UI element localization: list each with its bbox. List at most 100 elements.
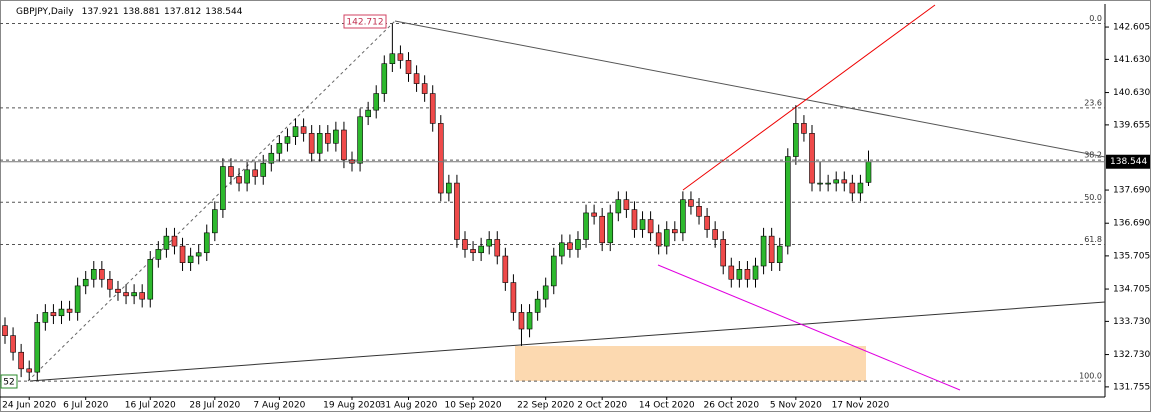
y-tick-label: 140.630 — [1113, 88, 1150, 98]
candle-body — [615, 199, 622, 214]
candle-body — [276, 142, 283, 154]
corner-box — [0, 374, 18, 389]
candle-body — [841, 179, 848, 184]
y-tick-label: 141.630 — [1113, 55, 1150, 65]
candle-body — [817, 182, 823, 185]
trend-line — [657, 264, 961, 391]
candle-body — [663, 229, 670, 247]
fib-label: 50.0 — [1084, 193, 1102, 202]
candle-body — [212, 209, 218, 234]
candle-body — [712, 229, 718, 240]
high: 138.881 — [123, 7, 160, 17]
candle-body — [82, 278, 89, 287]
fib-label: 100.0 — [1079, 372, 1102, 381]
candle-body — [526, 312, 533, 330]
y-tick-label: 136.690 — [1113, 219, 1150, 229]
candle-body — [655, 232, 662, 247]
price-label: 138.544 — [1110, 157, 1147, 167]
candle-body — [801, 123, 807, 134]
candle-body — [736, 269, 743, 280]
candle-body — [300, 126, 307, 134]
candle-body — [373, 93, 380, 111]
x-tick-label: 14 Oct 2020 — [639, 401, 695, 411]
x-tick-label: 19 Aug 2020 — [323, 401, 381, 411]
candle-body — [107, 278, 113, 290]
x-tick-label: 5 Nov 2020 — [770, 401, 822, 411]
candle-body — [42, 312, 49, 323]
candle-body — [324, 133, 331, 144]
x-tick-label: 24 Jun 2020 — [2, 401, 56, 411]
trend-line — [682, 4, 936, 191]
candle-body — [809, 133, 815, 184]
candles — [2, 23, 872, 381]
candle-body — [139, 292, 145, 300]
candle-body — [591, 212, 597, 217]
candle-body — [696, 206, 702, 217]
candle-body — [131, 292, 137, 297]
y-tick-label: 142.605 — [1113, 23, 1150, 33]
candle-body — [583, 212, 589, 240]
candle-body — [744, 269, 751, 280]
candle-body — [421, 83, 428, 94]
x-tick-label: 26 Oct 2020 — [703, 401, 759, 411]
candle-body — [155, 249, 162, 260]
candle-body — [502, 255, 509, 283]
candle-body — [704, 215, 710, 230]
candle-body — [437, 123, 444, 194]
header: GBPJPY,Daily 137.921 138.881 137.812 138.544 — [16, 7, 243, 17]
candle-body — [599, 215, 605, 244]
candle-body — [195, 252, 202, 257]
candle-body — [187, 255, 194, 263]
candle-body — [833, 179, 840, 184]
candle-body — [397, 53, 404, 61]
candle-body — [647, 219, 654, 234]
candle-body — [268, 152, 275, 164]
symbol: GBPJPY,Daily — [16, 7, 74, 17]
candle-body — [454, 182, 460, 240]
candle-body — [672, 229, 678, 234]
candle-body — [631, 209, 638, 230]
candle-body — [90, 269, 97, 280]
candle-body — [179, 245, 186, 263]
candle-body — [123, 292, 129, 297]
candle-body — [115, 288, 121, 293]
candle-body — [462, 239, 468, 250]
candle-body — [389, 53, 396, 64]
candle-body — [365, 109, 371, 118]
x-tick-label: 17 Nov 2020 — [832, 401, 890, 411]
candle-body — [470, 249, 476, 254]
candle-body — [728, 265, 735, 280]
candle-body — [252, 169, 258, 177]
candle-body — [494, 239, 501, 257]
candle-body — [413, 73, 420, 84]
fib-label: 23.6 — [1084, 98, 1102, 107]
candle-body — [10, 335, 16, 353]
fib-label: 0.0 — [1089, 14, 1102, 23]
candle-body — [228, 166, 234, 177]
candle-body — [357, 116, 363, 164]
candle-body — [74, 285, 81, 313]
candle-body — [260, 162, 267, 177]
candle-body — [680, 199, 686, 234]
x-tick-label: 22 Sep 2020 — [517, 401, 574, 411]
candle-body — [99, 269, 105, 280]
y-tick-label: 137.690 — [1113, 186, 1150, 196]
trend-line — [29, 301, 1106, 382]
candle-body — [147, 259, 154, 300]
candle-body — [607, 212, 614, 244]
candle-body — [381, 63, 388, 94]
candle-body — [18, 351, 24, 370]
x-tick-label: 31 Aug 2020 — [380, 401, 438, 411]
candle-body — [163, 235, 170, 250]
candle-body — [341, 129, 347, 161]
open: 137.921 — [82, 7, 119, 17]
candle-body — [575, 239, 581, 250]
y-tick-label: 133.730 — [1113, 317, 1150, 327]
candle-body — [623, 199, 630, 210]
x-tick-label: 28 Jul 2020 — [189, 401, 240, 411]
candle-body — [550, 255, 557, 287]
low: 137.812 — [164, 7, 201, 17]
candle-body — [542, 285, 549, 300]
